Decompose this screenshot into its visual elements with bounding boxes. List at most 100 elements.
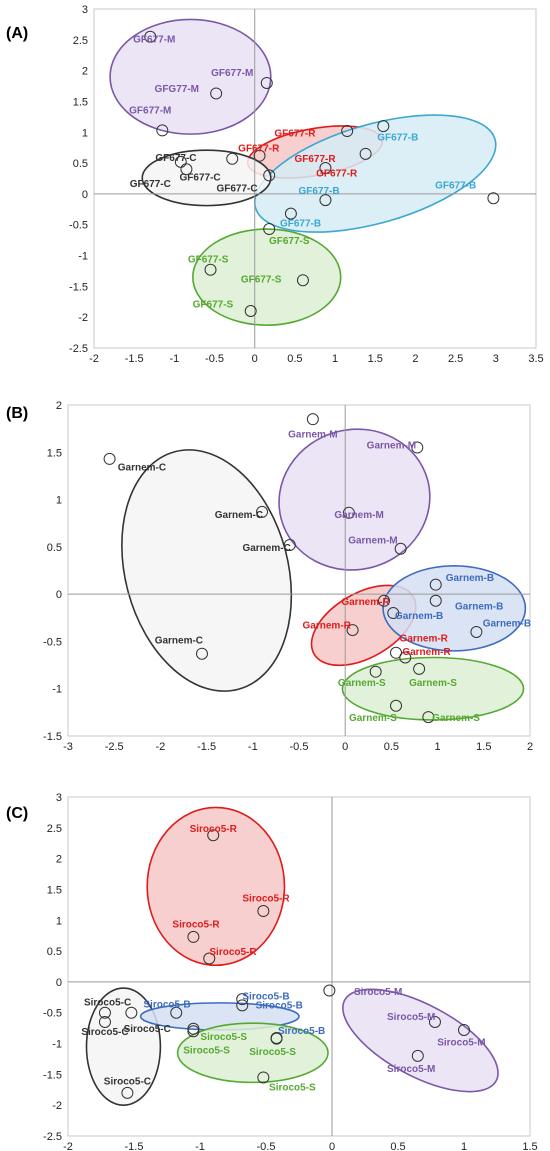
data-point [399,651,412,664]
point-label: Garnem-S [409,678,457,689]
y-tick-label: 3 [82,4,88,16]
y-tick-label: -1 [78,251,88,263]
x-tick-label: 1.5 [476,741,491,753]
group-ellipse [192,228,342,326]
point-label: Siroco5-M [437,1038,485,1049]
point-label: Garnem-R [341,597,390,608]
point-label: Siroco5-S [249,1047,296,1058]
point-label: GF677-B [377,133,418,144]
y-tick-label: 2 [56,400,62,412]
x-tick-label: 2.5 [448,353,463,365]
point-label: GF677-M [129,105,171,116]
y-tick-label: 1 [82,127,88,139]
point-label: Garnem-C [242,543,290,554]
data-point [244,305,257,318]
x-tick-label: 0 [252,353,258,365]
point-label: GF677-S [269,236,310,247]
group-ellipse [146,806,286,967]
point-label: Siroco5-B [143,999,190,1010]
data-point [422,711,435,724]
y-tick-label: -2 [52,1100,62,1112]
x-tick-label: -0.5 [257,1141,276,1151]
data-point [319,162,332,175]
data-point [413,662,426,675]
data-point [236,999,249,1012]
y-tick-label: -1 [52,1039,62,1051]
y-tick-label: 0.5 [47,542,62,554]
point-label: Garnem-B [395,611,443,622]
point-label: GFG77-M [155,84,199,95]
point-label: Garnem-S [338,678,386,689]
data-point [369,665,382,678]
data-point [98,1015,111,1028]
x-tick-label: -1.5 [125,1141,144,1151]
data-point [170,1006,183,1019]
point-label: Garnem-C [155,636,203,647]
x-tick-label: -2.5 [105,741,124,753]
x-tick-label: -1.5 [125,353,144,365]
panel-label: (C) [6,805,28,822]
point-label: GF677-M [211,68,253,79]
group-ellipse [342,988,499,1093]
y-tick-label: -1.5 [69,281,88,293]
y-tick-label: -1 [52,684,62,696]
x-tick-label: -1.5 [197,741,216,753]
data-point [429,578,442,591]
data-point [346,624,359,637]
x-tick-label: 0 [342,741,348,753]
y-tick-label: 1 [56,495,62,507]
point-label: GF677-B [280,218,321,229]
y-tick-label: -2.5 [69,343,88,355]
data-point [306,413,319,426]
point-label: Siroco5-M [387,1064,435,1075]
data-point [98,1006,111,1019]
panel-3: (C)-2 -1.5 -1 -0.5 0 0.5 1 1.5-2.5-2-1.5-1-0.50… [6,792,538,1151]
point-label: Siroco5-B [278,1026,325,1037]
group-ellipse [278,428,431,571]
point-label: Garnem-C [118,462,166,473]
y-tick-label: -0.5 [43,1008,62,1020]
data-point [144,30,157,43]
y-tick-label: 0.5 [73,158,88,170]
point-label: GF677-S [188,255,229,266]
data-point [253,149,266,162]
y-tick-label: -2 [78,312,88,324]
group-ellipse [253,114,497,233]
data-point [458,1023,470,1036]
x-tick-label: -1 [169,353,179,365]
point-label: Garnem-M [334,510,383,521]
data-point [283,538,296,551]
panel-2: (B) -3 -2.5 -2 -1.5 -1 -0.5 0 0.5 1 1.5 2 -1.5 -1 -0.5… [6,400,533,753]
point-label: Siroco5-C [84,998,131,1009]
data-point [187,930,200,943]
x-tick-label: -1 [248,741,258,753]
x-tick-label: 1.5 [522,1141,537,1151]
x-tick-label: 2 [527,741,533,753]
data-point [390,646,403,659]
point-label: Garnem-M [367,441,416,452]
y-tick-label: 2 [82,66,88,78]
data-point [377,120,390,133]
point-label: GF677-C [216,184,257,195]
x-tick-label: 0.5 [287,353,302,365]
data-point [296,274,309,287]
group-ellipse [109,18,272,135]
data-point [236,993,249,1006]
x-tick-label: -0.5 [290,741,309,753]
x-tick-label: -2 [63,1141,73,1151]
data-point [411,1049,424,1062]
point-label: GF677-S [193,300,234,311]
group-ellipse [121,449,293,692]
data-point [180,163,193,176]
point-label: GF677-M [133,35,175,46]
point-label: Garnem-R [400,634,449,645]
point-label: GF677-C [155,153,196,164]
point-label: Garnem-C [215,510,263,521]
data-point [256,505,269,518]
data-point [387,607,400,620]
data-point [390,699,403,712]
y-tick-label: 0 [56,589,62,601]
group-ellipse [176,1022,329,1084]
